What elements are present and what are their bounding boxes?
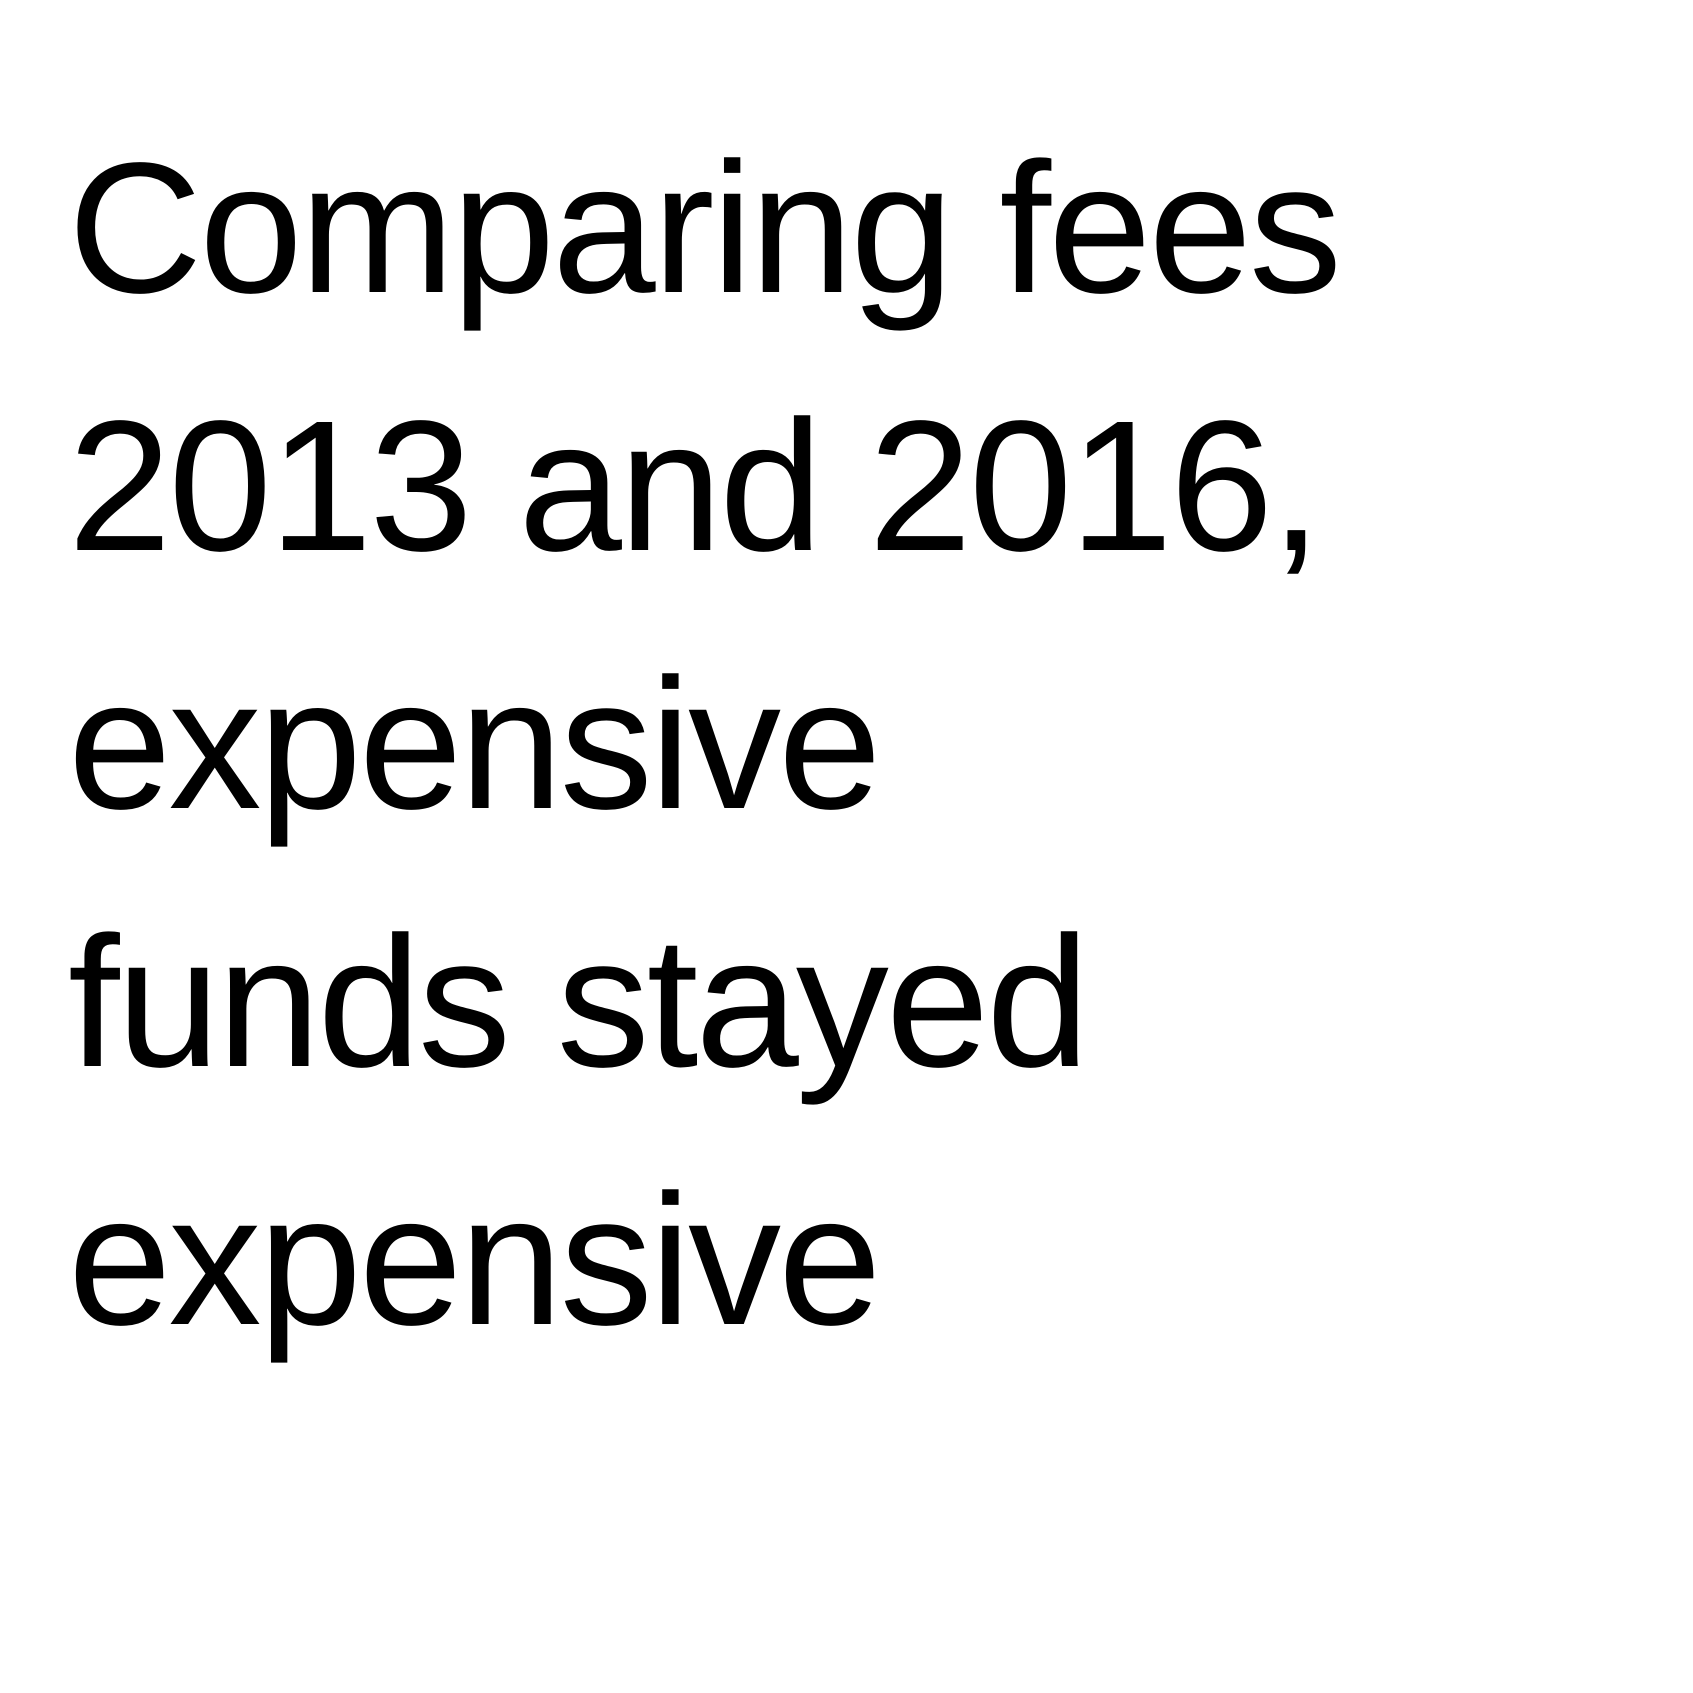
statement-line-5: expensive (68, 1157, 882, 1364)
main-statement: Comparing fees 2013 and 2016, expensive … (68, 100, 1628, 1390)
statement-line-1: Comparing fees (68, 125, 1342, 332)
statement-line-3: expensive (68, 641, 882, 848)
statement-line-4: funds stayed (68, 899, 1090, 1106)
statement-line-2: 2013 and 2016, (68, 383, 1322, 590)
